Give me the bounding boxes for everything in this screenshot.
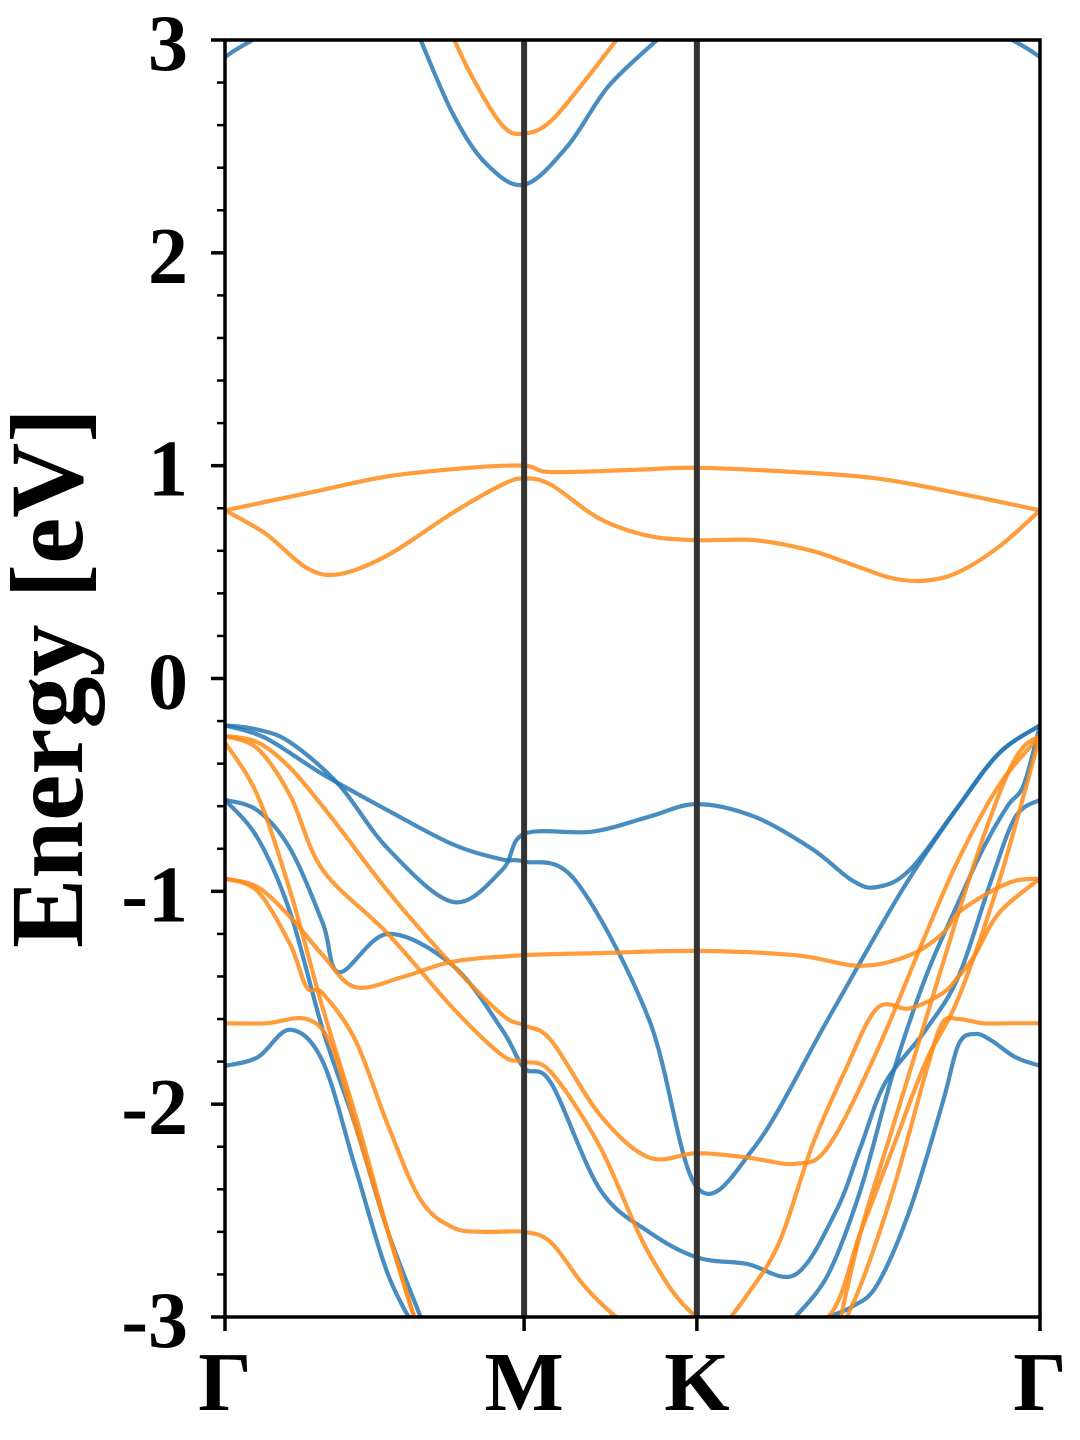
band-line-7 xyxy=(793,723,1040,1317)
band-line-6 xyxy=(826,1031,1040,1317)
band-line-22 xyxy=(452,40,620,137)
y-ticks: 3 2 1 0 -1 -2 -3 xyxy=(121,0,225,1365)
band-line-16 xyxy=(225,876,620,1317)
band-lines xyxy=(225,40,1040,1317)
y-tick-label: 1 xyxy=(148,426,188,514)
band-line-10 xyxy=(418,40,660,188)
y-tick-label: 3 xyxy=(148,0,188,88)
x-tick-label-3: K xyxy=(664,1336,729,1429)
band-line-19 xyxy=(728,876,1040,1317)
band-line-18 xyxy=(225,740,417,1317)
band-line-5 xyxy=(225,1027,412,1317)
band-line-2 xyxy=(225,723,1040,905)
y-tick-label: 2 xyxy=(148,213,188,301)
y-tick-label: 0 xyxy=(148,639,188,727)
band-line-11 xyxy=(225,463,1040,513)
band-line-3 xyxy=(225,797,1040,1279)
y-tick-label: -3 xyxy=(121,1277,188,1365)
band-line-13 xyxy=(225,733,1040,1167)
band-line-20 xyxy=(844,1015,1040,1317)
band-line-21 xyxy=(838,733,1040,1317)
band-line-8 xyxy=(225,40,258,60)
band-line-12 xyxy=(225,476,1040,584)
y-tick-label: -2 xyxy=(121,1064,188,1152)
band-line-1 xyxy=(225,723,1040,1196)
band-line-9 xyxy=(1007,40,1040,60)
x-tick-label-2: M xyxy=(484,1336,563,1429)
high-symmetry-dividers xyxy=(521,40,700,1317)
y-tick-label: -1 xyxy=(121,851,188,939)
y-axis-title: Energy [eV] xyxy=(0,408,105,948)
plot-frame xyxy=(223,38,1042,1319)
x-tick-label-1: Γ xyxy=(198,1336,251,1429)
x-tick-label-4: Γ xyxy=(1013,1336,1066,1429)
